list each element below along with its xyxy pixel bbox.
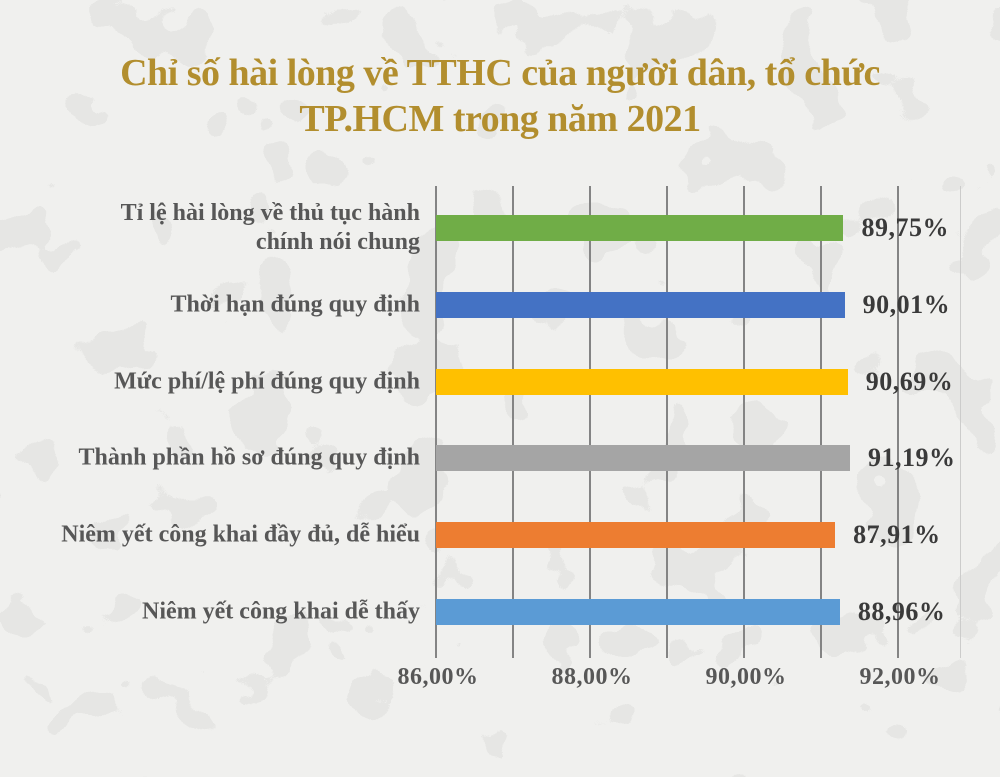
category-label: Niêm yết công khai dễ thấy xyxy=(142,598,420,625)
category-label: Thời hạn đúng quy định xyxy=(170,291,420,318)
value-label: 87,91% xyxy=(853,520,941,550)
value-label: 89,75% xyxy=(861,213,949,242)
bar xyxy=(436,445,850,472)
category-label: Tỉ lệ hài lòng về thủ tục hành chính nói… xyxy=(120,200,420,255)
plot-gridline xyxy=(897,186,899,658)
x-axis-tick-label: 92,00% xyxy=(859,664,941,690)
x-axis-tick-label: 90,00% xyxy=(705,664,787,690)
chart-title: Chỉ số hài lòng về TTHC của người dân, t… xyxy=(0,50,1000,143)
plot-right-border xyxy=(960,186,961,658)
chart-title-line1: Chỉ số hài lòng về TTHC của người dân, t… xyxy=(120,52,880,94)
bar xyxy=(436,291,845,318)
plot-gridline xyxy=(820,186,822,658)
plot-gridline xyxy=(666,186,668,658)
value-label: 91,19% xyxy=(868,443,956,473)
chart-title-line2: TP.HCM trong năm 2021 xyxy=(299,98,701,141)
plot-gridline xyxy=(589,186,591,658)
plot-gridline xyxy=(743,186,745,658)
plot-gridline xyxy=(512,186,514,658)
value-label: 88,96% xyxy=(857,597,946,626)
x-axis-tick-label: 86,00% xyxy=(397,664,479,690)
bar xyxy=(436,599,840,625)
value-label: 90,01% xyxy=(862,289,951,319)
category-label: Mức phí/lệ phí đúng quy định xyxy=(114,368,420,395)
category-label: Thành phần hồ sơ đúng quy định xyxy=(78,444,420,471)
bar xyxy=(436,522,836,549)
plot-gridline xyxy=(435,186,437,658)
x-axis-tick-label: 88,00% xyxy=(551,664,633,690)
category-label: Niêm yết công khai đầy đủ, dễ hiểu xyxy=(61,521,420,548)
bar xyxy=(436,215,844,241)
bar xyxy=(436,368,848,395)
value-label: 90,69% xyxy=(865,366,954,396)
